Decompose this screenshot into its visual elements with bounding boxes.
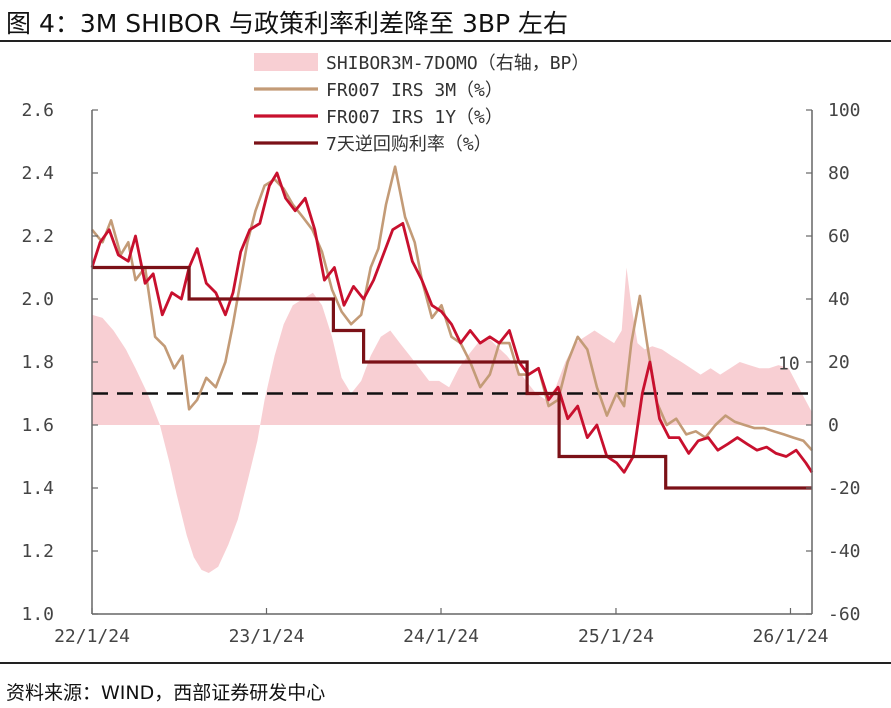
right-tick-label: -20 [828, 478, 861, 499]
left-tick-label: 2.4 [21, 163, 54, 184]
reference-line-layer: 10 [92, 354, 812, 395]
right-tick-label: 20 [828, 352, 850, 373]
top-rule [0, 40, 891, 42]
series-lines-layer [90, 165, 814, 490]
legend-label: SHIBOR3M-7DOMO（右轴，BP） [326, 53, 589, 74]
left-tick-label: 1.0 [21, 604, 54, 625]
right-tick-label: -60 [828, 604, 861, 625]
right-tick-label: 0 [828, 415, 839, 436]
x-tick-label: 23/1/24 [229, 626, 305, 647]
spread-area [92, 267, 812, 573]
irs-3m-line [91, 165, 813, 452]
source-note: 资料来源：WIND，西部证券研发中心 [6, 682, 326, 704]
spread-area-layer [92, 267, 812, 573]
right-tick-label: 80 [828, 163, 850, 184]
left-tick-label: 2.6 [21, 100, 54, 121]
left-tick-label: 1.6 [21, 415, 54, 436]
left-tick-label: 2.2 [21, 226, 54, 247]
left-tick-label: 1.4 [21, 478, 54, 499]
left-tick-label: 1.2 [21, 541, 54, 562]
right-tick-label: 100 [828, 100, 861, 121]
x-tick-label: 25/1/24 [578, 626, 654, 647]
x-tick-label: 22/1/24 [54, 626, 130, 647]
legend-label: FR007 IRS 3M（%） [326, 80, 503, 101]
chart-title: 图 4：3M SHIBOR 与政策利率利差降至 3BP 左右 [6, 9, 569, 38]
legend-label: FR007 IRS 1Y（%） [326, 107, 503, 128]
x-tick-label: 24/1/24 [403, 626, 479, 647]
legend-swatch-spread [254, 53, 318, 71]
irs-1y-line [90, 171, 814, 474]
right-tick-label: 40 [828, 289, 850, 310]
right-tick-label: 60 [828, 226, 850, 247]
legend: SHIBOR3M-7DOMO（右轴，BP） FR007 IRS 3M（%） FR00… [254, 53, 589, 155]
right-tick-label: -40 [828, 541, 861, 562]
chart: 10 1.0 1.2 1.4 1.6 1.8 2.0 2.2 2.4 2.6 -60 -40 -20 0… [21, 53, 861, 647]
left-tick-label: 2.0 [21, 289, 54, 310]
reverse-repo-step-line [92, 265, 812, 490]
reference-line-label: 10 [778, 354, 800, 375]
axes-layer: 1.0 1.2 1.4 1.6 1.8 2.0 2.2 2.4 2.6 -60 -40 -20 0 20 4… [21, 100, 860, 647]
left-tick-label: 1.8 [21, 352, 54, 373]
x-tick-label: 26/1/24 [753, 626, 829, 647]
legend-label: 7天逆回购利率（%） [326, 134, 492, 155]
bottom-rule [0, 662, 891, 664]
